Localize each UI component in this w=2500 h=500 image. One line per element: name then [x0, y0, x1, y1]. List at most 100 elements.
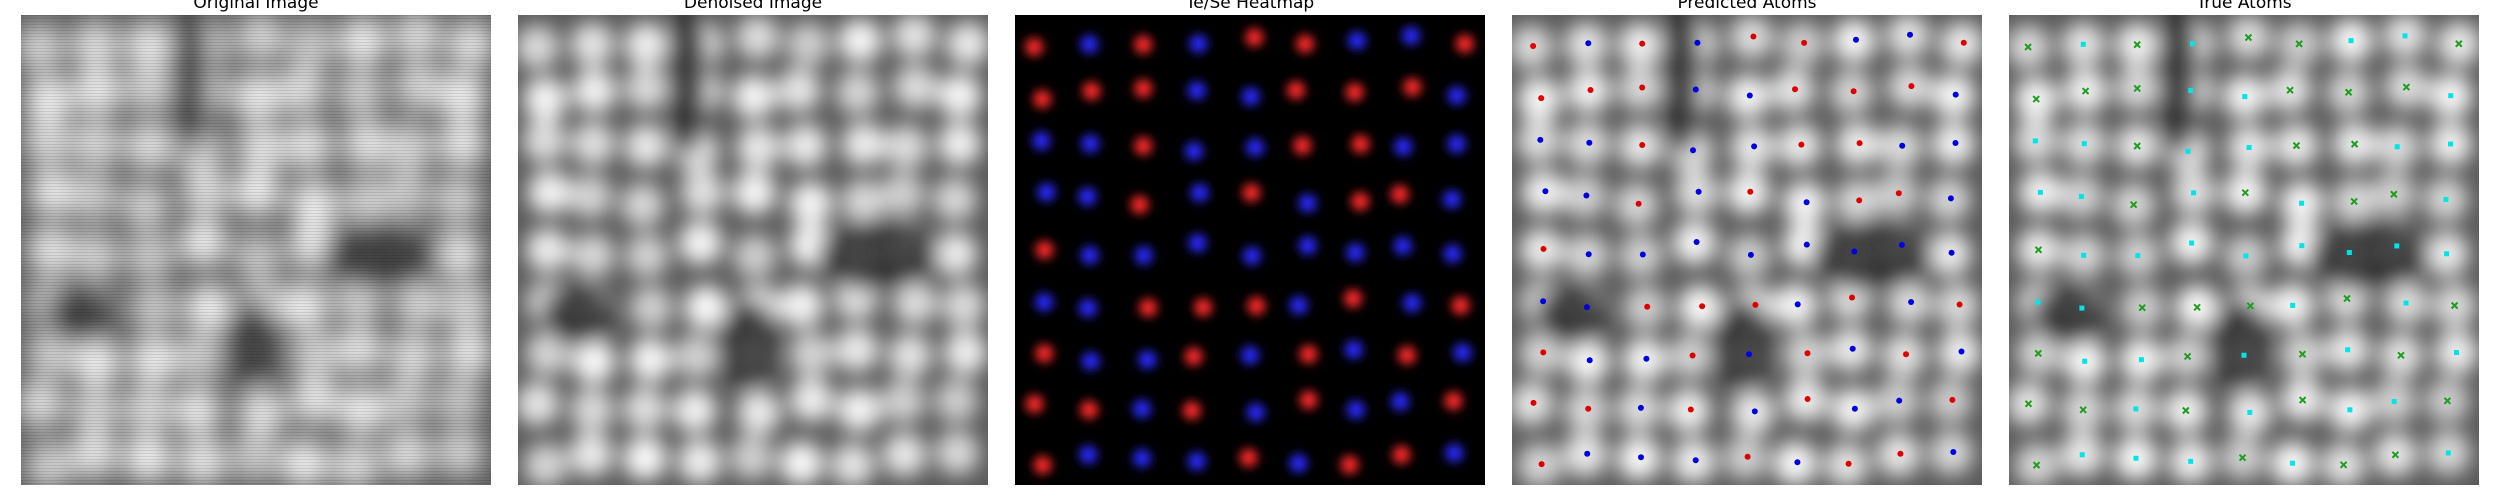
predicted-se-atom-marker: [1853, 37, 1859, 43]
se-heat-spot: [1078, 188, 1096, 206]
predicted-te-atom-marker: [1949, 397, 1955, 403]
true-se-atom-marker: [2082, 359, 2087, 364]
original-image-title: Original Image: [21, 0, 491, 13]
te-heat-spot: [1391, 185, 1409, 203]
se-heat-spot: [1032, 132, 1050, 150]
true-se-atom-marker: [2392, 399, 2397, 404]
predicted-se-atom-marker: [1694, 239, 1700, 245]
se-heat-spot: [1080, 35, 1098, 53]
true-se-atom-marker: [2448, 142, 2453, 147]
predicted-te-atom-marker: [1750, 34, 1756, 40]
predicted-te-atom-marker: [1801, 40, 1807, 46]
predicted-se-atom-marker: [1794, 459, 1800, 465]
te-heat-spot: [1398, 346, 1416, 364]
predicted-se-atom-marker: [1953, 92, 1959, 98]
predicted-se-atom-marker: [1584, 451, 1590, 457]
te-heat-spot: [1444, 392, 1462, 410]
predicted-se-atom-marker: [1746, 351, 1752, 357]
se-heat-spot: [1454, 344, 1472, 362]
predicted-se-atom-marker: [1583, 193, 1589, 199]
predicted-se-atom-marker: [1540, 298, 1546, 304]
original-image-panel: [21, 15, 491, 485]
predicted-se-atom-marker: [1896, 398, 1902, 404]
predicted-te-atom-marker: [1851, 88, 1857, 94]
predicted-se-atom-marker: [1643, 356, 1649, 362]
se-heat-spot: [1299, 237, 1317, 255]
true-se-atom-marker: [2347, 250, 2352, 255]
true-se-atom-marker: [2080, 452, 2085, 457]
se-heat-spot: [1448, 87, 1466, 105]
se-heat-spot: [1243, 247, 1261, 265]
predicted-te-atom-marker: [1798, 142, 1804, 148]
predicted-se-atom-marker: [1748, 252, 1754, 258]
true-atoms-panel: [2009, 15, 2479, 485]
te-heat-spot: [1083, 82, 1101, 100]
predicted-te-atom-marker: [1745, 454, 1751, 460]
predicted-se-atom-marker: [1640, 252, 1646, 258]
predicted-se-atom-marker: [1948, 195, 1954, 201]
predicted-se-atom-marker: [1694, 40, 1700, 46]
predicted-se-atom-marker: [1899, 143, 1905, 149]
te-heat-spot: [1134, 36, 1152, 54]
te-heat-spot: [1080, 401, 1098, 419]
se-heat-spot: [1346, 244, 1364, 262]
predicted-te-atom-marker: [1903, 351, 1909, 357]
predicted-te-atom-marker: [1957, 302, 1963, 308]
se-heat-spot: [1348, 32, 1366, 50]
se-heat-spot: [1191, 184, 1209, 202]
se-heat-spot: [1242, 88, 1260, 106]
se-heat-spot: [1133, 449, 1151, 467]
se-heat-spot: [1188, 82, 1206, 100]
predicted-se-atom-marker: [1747, 93, 1753, 99]
te-heat-spot: [1134, 80, 1152, 98]
true-se-atom-marker: [2188, 88, 2193, 93]
true-se-atom-marker: [2135, 253, 2140, 258]
true-se-atom-marker: [2448, 93, 2453, 98]
te-heat-spot: [1293, 137, 1311, 155]
predicted-se-atom-marker: [1908, 299, 1914, 305]
true-se-atom-marker: [2290, 461, 2295, 466]
true-se-atom-marker: [2446, 450, 2451, 455]
se-heat-spot: [1403, 294, 1421, 312]
se-heat-spot: [1443, 190, 1461, 208]
true-se-atom-marker: [2133, 406, 2138, 411]
te-se-heatmap-panel: [1015, 15, 1485, 485]
predicted-se-atom-marker: [1584, 304, 1590, 310]
predicted-se-atom-marker: [1851, 249, 1857, 255]
se-heat-spot: [1035, 293, 1053, 311]
te-heat-spot: [1300, 345, 1318, 363]
te-heat-spot: [1287, 81, 1305, 99]
true-se-atom-marker: [2241, 353, 2246, 358]
te-heat-spot: [1456, 35, 1474, 53]
te-heat-spot: [1296, 35, 1314, 53]
predicted-te-atom-marker: [1530, 43, 1536, 49]
se-heat-spot: [1402, 27, 1420, 45]
true-se-atom-marker: [2242, 94, 2247, 99]
predicted-se-atom-marker: [1950, 449, 1956, 455]
true-se-atom-marker: [2345, 347, 2350, 352]
true-se-atom-marker: [2454, 350, 2459, 355]
true-se-atom-marker: [2082, 141, 2087, 146]
true-se-atom-marker: [2395, 144, 2400, 149]
predicted-se-atom-marker: [1587, 357, 1593, 363]
true-se-atom-marker: [2188, 459, 2193, 464]
denoised-image-panel: [518, 15, 988, 485]
te-heat-spot: [1247, 297, 1265, 315]
te-heat-spot: [1392, 446, 1410, 464]
se-heat-spot: [1246, 138, 1264, 156]
se-heat-spot: [1188, 452, 1206, 470]
se-heat-spot: [1391, 393, 1409, 411]
predicted-se-atom-marker: [1852, 406, 1858, 412]
true-se-atom-marker: [2036, 300, 2041, 305]
predicted-atoms-panel: [1512, 15, 1982, 485]
true-se-atom-marker: [2243, 253, 2248, 258]
predicted-te-atom-marker: [1897, 451, 1903, 457]
predicted-se-atom-marker: [1953, 140, 1959, 146]
te-heat-spot: [1452, 297, 1470, 315]
predicted-se-atom-marker: [1537, 137, 1543, 143]
predicted-te-atom-marker: [1805, 350, 1811, 356]
predicted-te-atom-marker: [1690, 353, 1696, 359]
true-se-atom-marker: [2186, 149, 2191, 154]
predicted-se-atom-marker: [1693, 87, 1699, 93]
predicted-se-atom-marker: [1696, 189, 1702, 195]
